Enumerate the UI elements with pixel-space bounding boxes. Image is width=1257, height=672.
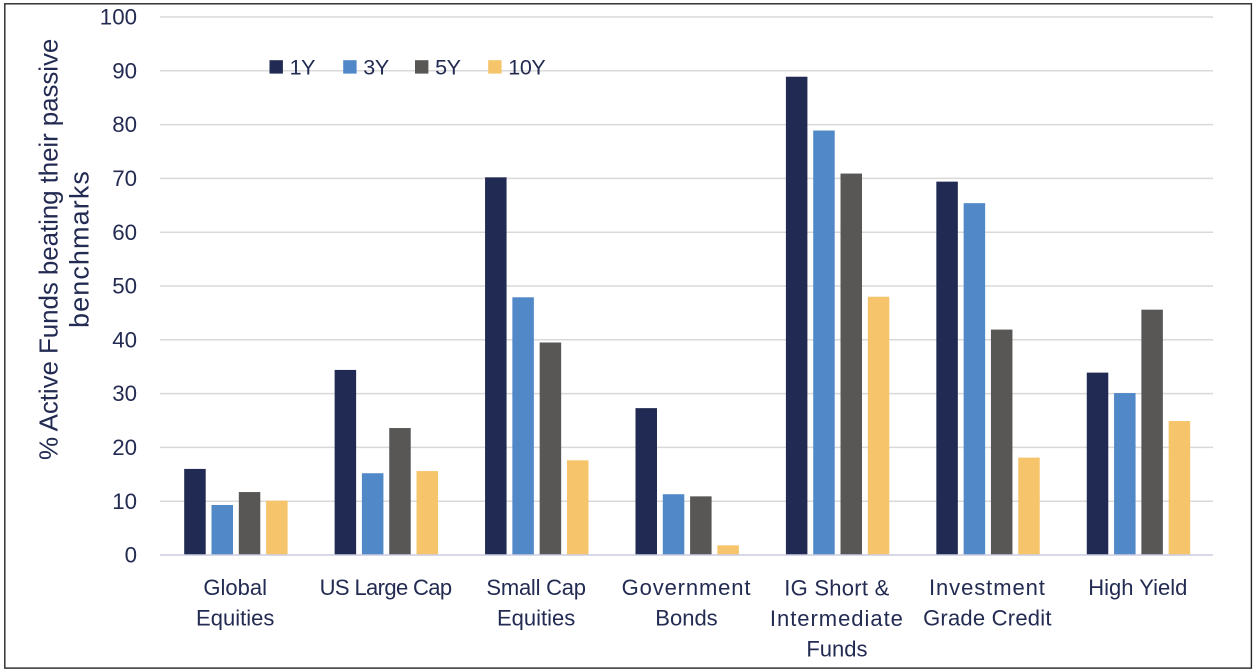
svg-text:US Large Cap: US Large Cap — [320, 575, 452, 600]
svg-text:benchmarks: benchmarks — [65, 170, 95, 328]
svg-text:Small Cap: Small Cap — [486, 575, 585, 600]
svg-text:80: 80 — [112, 112, 137, 137]
svg-text:IG Short &: IG Short & — [784, 575, 889, 600]
svg-text:1Y: 1Y — [290, 55, 316, 79]
svg-text:Global: Global — [203, 575, 267, 600]
svg-text:20: 20 — [112, 435, 137, 460]
svg-text:100: 100 — [100, 5, 137, 30]
svg-text:Equities: Equities — [196, 606, 274, 631]
svg-text:Bonds: Bonds — [655, 606, 717, 631]
svg-text:5Y: 5Y — [435, 55, 461, 79]
svg-text:Grade Credit: Grade Credit — [923, 606, 1052, 631]
svg-text:High Yield: High Yield — [1088, 575, 1187, 600]
svg-text:Intermediate: Intermediate — [770, 606, 904, 631]
svg-text:Investment: Investment — [929, 575, 1046, 600]
svg-text:10: 10 — [112, 489, 137, 514]
svg-text:% Active Funds beating their p: % Active Funds beating their passive — [34, 39, 64, 460]
svg-text:Funds: Funds — [806, 636, 867, 661]
svg-text:Government: Government — [622, 575, 752, 600]
svg-text:0: 0 — [125, 543, 137, 568]
svg-text:60: 60 — [112, 220, 137, 245]
svg-text:70: 70 — [112, 166, 137, 191]
svg-text:30: 30 — [112, 381, 137, 406]
svg-text:90: 90 — [112, 58, 137, 83]
svg-text:3Y: 3Y — [363, 55, 389, 79]
svg-text:40: 40 — [112, 327, 137, 352]
svg-text:Equities: Equities — [497, 606, 575, 631]
svg-text:10Y: 10Y — [508, 55, 545, 79]
svg-text:50: 50 — [112, 274, 137, 299]
